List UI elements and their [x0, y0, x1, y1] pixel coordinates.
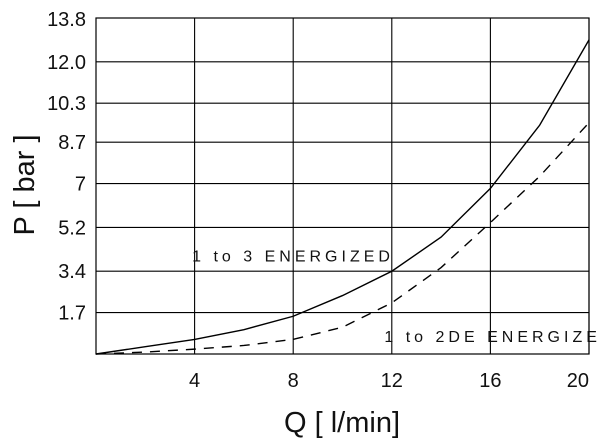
- annotation-label-1: 1 to 2DE ENERGIZED: [384, 329, 598, 346]
- y-tick-label-5: 10.3: [47, 93, 86, 115]
- y-tick-label-4: 8.7: [58, 132, 86, 154]
- y-tick-label-6: 12.0: [47, 52, 86, 74]
- x-tick-label-2: 12: [381, 370, 403, 392]
- tick-layer: 4 8 12 16 20 1.7 3.4 5.2 7 8.7 10.3 12.0 13.8: [47, 9, 589, 392]
- x-tick-label-0: 4: [189, 370, 200, 392]
- plot-frame: [95, 17, 590, 355]
- y-tick-label-2: 5.2: [58, 217, 86, 239]
- x-tick-label-4: 20: [567, 370, 589, 392]
- series-line-1: [95, 122, 590, 355]
- x-tick-label-3: 16: [479, 370, 501, 392]
- grid-layer: [96, 17, 590, 354]
- series-layer: [95, 39, 590, 355]
- series-line-0: [95, 39, 590, 355]
- axis-label-layer: Q [ l/min] P [ bar ]: [9, 134, 400, 439]
- x-axis-label: Q [ l/min]: [284, 407, 400, 439]
- y-tick-label-1: 3.4: [58, 261, 86, 283]
- frame-layer: [95, 17, 590, 355]
- y-tick-label-3: 7: [75, 174, 86, 196]
- y-tick-label-7: 13.8: [47, 9, 86, 31]
- annotation-label-0: 1 to 3 ENERGIZED: [192, 248, 394, 265]
- x-tick-label-1: 8: [288, 370, 299, 392]
- annotation-layer: 1 to 3 ENERGIZED 1 to 2DE ENERGIZED: [192, 248, 598, 345]
- y-tick-label-0: 1.7: [58, 303, 86, 325]
- y-axis-label: P [ bar ]: [9, 134, 41, 235]
